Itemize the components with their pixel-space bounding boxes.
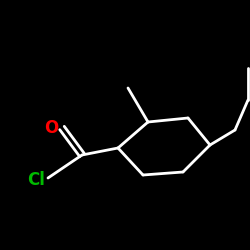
Text: Cl: Cl: [27, 171, 45, 189]
Text: O: O: [44, 119, 58, 137]
